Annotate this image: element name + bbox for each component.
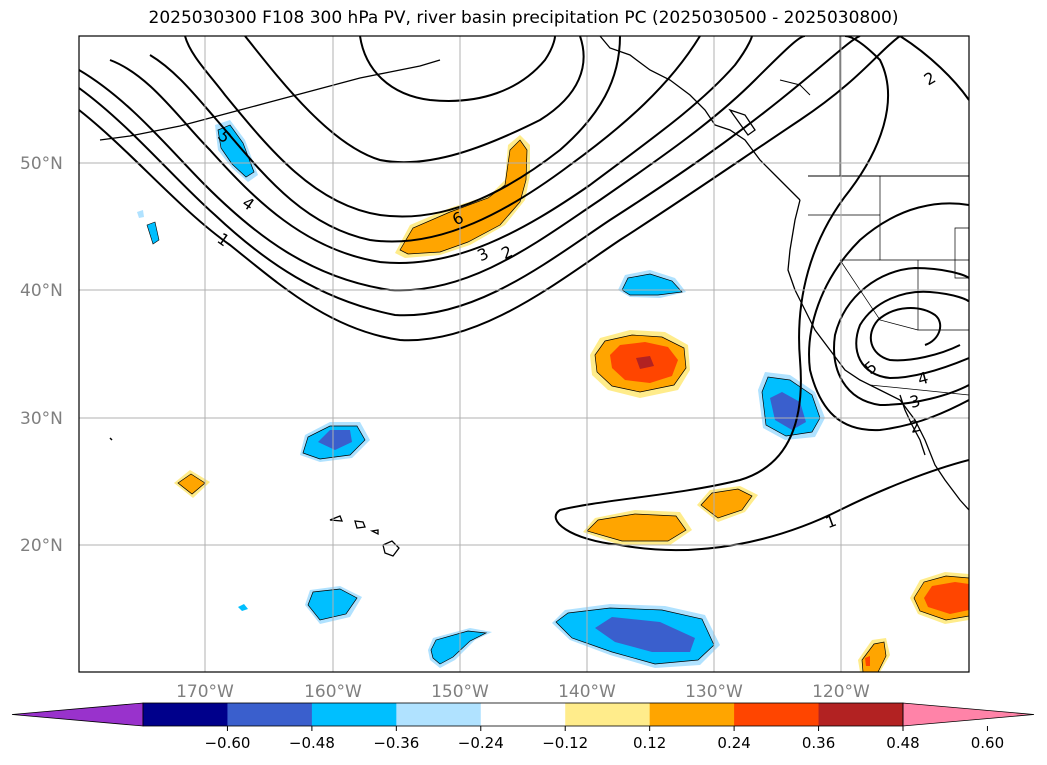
anomaly-blue-west-dot: [137, 210, 144, 218]
colorbar-tick-label: 0.36: [802, 734, 835, 752]
anomaly-blue-28n-core: [318, 430, 352, 450]
pv-contour-8: [359, 36, 556, 102]
coast-hawaii-4: [382, 540, 400, 557]
lon-label-120w: 120°W: [812, 682, 870, 702]
anomaly-blue-15n-tiny: [238, 604, 248, 611]
border-us-mexico: [869, 384, 969, 396]
anomaly-blue-alaska-core: [217, 124, 255, 178]
colorbar-segment: [565, 703, 651, 726]
pv-contour-loop-5: [869, 307, 961, 362]
colorbar-outline: [142, 702, 904, 727]
coast-west-us: [787, 199, 969, 511]
colorbar-tick-label: −0.36: [373, 734, 419, 752]
pv-contour-loop-3: [833, 266, 969, 407]
coastlines: [99, 36, 969, 557]
lat-label-30n: 30°N: [20, 409, 63, 429]
coast-small-island: [109, 437, 113, 441]
colorbar-tick-label: 0.60: [971, 734, 1004, 752]
anomaly-blue-west-tiny: [146, 221, 160, 245]
border-ca-nv: [839, 259, 919, 331]
pv-contour-loop-1: [554, 36, 969, 552]
pv-contour-loop-2: [808, 202, 969, 432]
coast-alaska-gulf: [599, 36, 801, 201]
border-us-state-4: [954, 227, 969, 279]
anomaly-orange-21n-core: [586, 513, 687, 542]
lon-label-130w: 130°W: [685, 682, 743, 702]
lon-label-150w: 150°W: [431, 682, 489, 702]
coast-baja: [899, 394, 926, 456]
pv-contour-1: [79, 36, 901, 342]
colorbar-ticks: −0.60 −0.48 −0.36 −0.24 −0.12 0.12 0.24 0.36 0.4…: [204, 726, 1004, 752]
colorbar-tick-label: −0.60: [204, 734, 250, 752]
contour-label: 4: [916, 368, 931, 389]
lat-label-50n: 50°N: [20, 154, 63, 174]
pv-contour-2: [79, 36, 861, 317]
coast-island-bc-2: [779, 79, 811, 96]
colorbar: −0.60 −0.48 −0.36 −0.24 −0.12 0.12 0.24 0.36 0.4…: [11, 702, 1035, 752]
map-content: 5 4 1 6 3 2 2 1 5 4 3 2: [79, 36, 969, 672]
colorbar-segment: [396, 703, 482, 726]
longitude-labels: 170°W 160°W 150°W 140°W 130°W 120°W: [176, 682, 870, 702]
coast-hawaii-2: [354, 520, 366, 529]
colorbar-extend-high: [902, 702, 1035, 727]
pv-contour-loop-4: [855, 290, 969, 380]
colorbar-segment: [734, 703, 820, 726]
anomaly-orange-band-core: [399, 139, 528, 255]
lon-label-160w: 160°W: [304, 682, 362, 702]
latitude-labels: 50°N 40°N 30°N 20°N: [20, 154, 63, 556]
colorbar-segment: [311, 703, 397, 726]
anomaly-red-16n-core: [924, 582, 969, 614]
lon-label-140w: 140°W: [558, 682, 616, 702]
colorbar-tick-label: −0.12: [542, 734, 588, 752]
contour-label: 2: [908, 416, 923, 437]
coast-island-bc: [728, 108, 756, 136]
graticule: [79, 36, 969, 672]
anomaly-blue-12n-large-core: [595, 617, 695, 652]
pv-contour-2-ne: [899, 36, 969, 101]
colorbar-segments: [11, 702, 1035, 727]
lat-label-40n: 40°N: [20, 281, 63, 301]
colorbar-tick-label: −0.48: [289, 734, 335, 752]
anomaly-blue-12n-core: [430, 630, 488, 665]
coast-alaska-aleutians: [99, 59, 441, 141]
colorbar-tick-label: −0.24: [458, 734, 504, 752]
coast-hawaii-3: [369, 529, 379, 536]
colorbar-segment: [143, 703, 228, 726]
anomaly-red-34n-center: [636, 356, 654, 369]
colorbar-segment: [818, 703, 904, 726]
colorbar-tick-label: 0.12: [633, 734, 666, 752]
map-background: [79, 36, 969, 672]
lon-label-170w: 170°W: [176, 682, 234, 702]
colorbar-tick-label: 0.48: [886, 734, 919, 752]
coast-hawaii-1: [329, 515, 343, 522]
colorbar-segment: [480, 703, 566, 726]
colorbar-extend-low: [11, 702, 144, 727]
anomaly-red-bottom-core: [865, 656, 870, 666]
pv-contour-3: [79, 36, 806, 292]
map-title: 2025030300 F108 300 hPa PV, river basin …: [148, 8, 899, 28]
lat-label-20n: 20°N: [20, 536, 63, 556]
map-frame: [78, 35, 970, 673]
contour-label: 3: [908, 391, 923, 412]
precip-anomaly-fills: [137, 120, 969, 672]
colorbar-segment: [649, 703, 735, 726]
pv-contour-5: [149, 36, 701, 243]
colorbar-tick-label: 0.24: [717, 734, 750, 752]
pv-contour-7: [244, 36, 585, 164]
pv-contour-4: [109, 36, 753, 264]
colorbar-segment: [227, 703, 313, 726]
